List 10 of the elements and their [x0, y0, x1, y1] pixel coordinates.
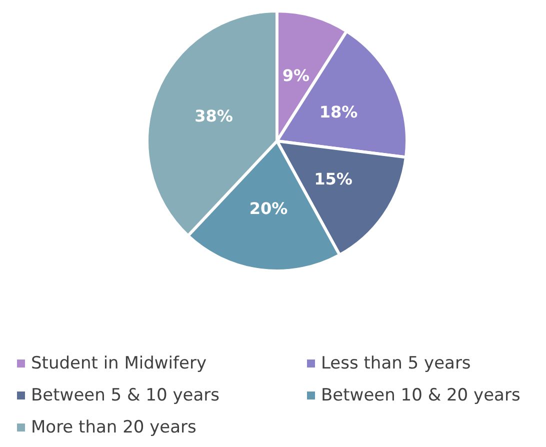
data-label: 20% [249, 198, 288, 218]
data-label: 15% [314, 170, 352, 189]
legend-label: More than 20 years [31, 418, 197, 438]
legend-label: Between 10 & 20 years [321, 386, 520, 406]
legend-label: Student in Midwifery [31, 354, 207, 374]
data-label: 9% [282, 66, 310, 86]
data-label: 18% [319, 102, 358, 122]
data-label: 38% [194, 106, 233, 126]
legend-label: Less than 5 years [321, 354, 471, 374]
legend-label: Between 5 & 10 years [31, 386, 220, 406]
